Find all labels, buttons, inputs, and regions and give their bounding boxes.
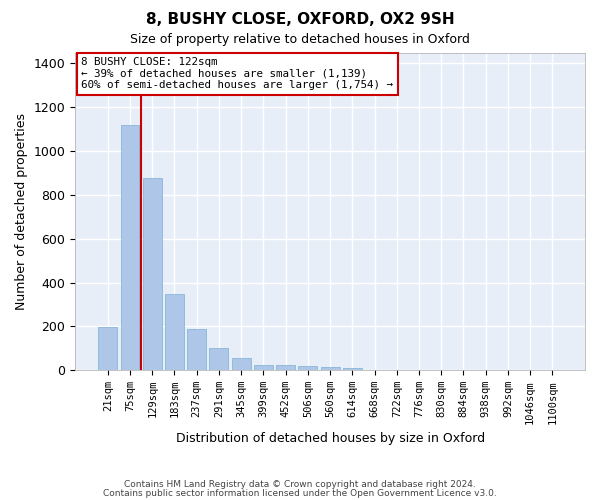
- Text: 8 BUSHY CLOSE: 122sqm
← 39% of detached houses are smaller (1,139)
60% of semi-d: 8 BUSHY CLOSE: 122sqm ← 39% of detached …: [81, 58, 393, 90]
- Bar: [121, 125, 139, 370]
- Bar: [232, 358, 251, 370]
- Text: Size of property relative to detached houses in Oxford: Size of property relative to detached ho…: [130, 32, 470, 46]
- Bar: [298, 366, 317, 370]
- Text: 8, BUSHY CLOSE, OXFORD, OX2 9SH: 8, BUSHY CLOSE, OXFORD, OX2 9SH: [146, 12, 454, 28]
- Text: Contains public sector information licensed under the Open Government Licence v3: Contains public sector information licen…: [103, 490, 497, 498]
- Bar: [143, 178, 161, 370]
- Bar: [276, 364, 295, 370]
- Bar: [187, 328, 206, 370]
- Bar: [209, 348, 229, 370]
- Bar: [254, 364, 273, 370]
- Bar: [343, 368, 362, 370]
- X-axis label: Distribution of detached houses by size in Oxford: Distribution of detached houses by size …: [176, 432, 485, 445]
- Bar: [98, 328, 117, 370]
- Y-axis label: Number of detached properties: Number of detached properties: [15, 113, 28, 310]
- Bar: [320, 367, 340, 370]
- Text: Contains HM Land Registry data © Crown copyright and database right 2024.: Contains HM Land Registry data © Crown c…: [124, 480, 476, 489]
- Bar: [165, 294, 184, 370]
